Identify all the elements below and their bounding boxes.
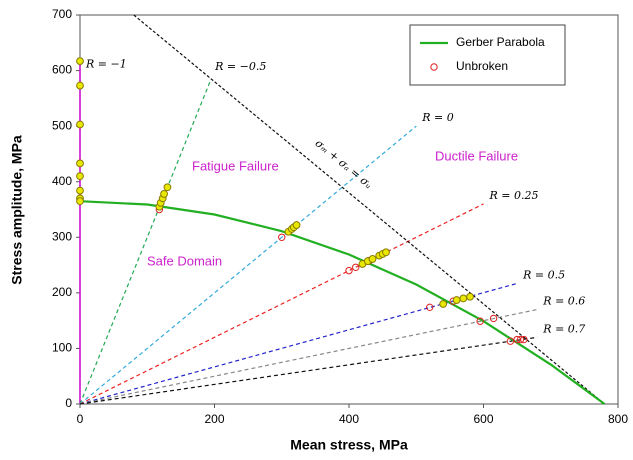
broken-point — [76, 81, 84, 90]
r-ratio-label: R = −0.5 — [214, 60, 266, 73]
r-ratio-label: R = 0.7 — [542, 322, 585, 335]
unbroken-point — [506, 337, 515, 345]
x-tick-label: 800 — [608, 412, 628, 426]
broken-point — [368, 255, 377, 263]
r-ratio-line — [79, 308, 538, 405]
broken-point — [459, 294, 468, 303]
broken-point — [76, 57, 84, 66]
y-tick-label: 400 — [52, 174, 72, 188]
broken-point — [439, 300, 448, 308]
unbroken-point — [476, 317, 484, 325]
y-tick-label: 300 — [52, 229, 72, 243]
region-label: Fatigue Failure — [192, 158, 279, 173]
r-ratio-label: R = 0 — [421, 111, 454, 124]
unbroken-point — [345, 266, 353, 275]
r-ratio-label: R = 0.5 — [522, 268, 565, 281]
broken-point — [292, 221, 301, 229]
unbroken-point — [489, 314, 498, 323]
r-ratio-label: R = 0.25 — [489, 189, 539, 202]
r-ratio-line — [79, 203, 484, 405]
goodman-line — [133, 14, 605, 405]
y-tick-label: 600 — [52, 63, 72, 77]
broken-point — [452, 296, 461, 304]
legend-box — [409, 24, 566, 86]
x-tick-label: 400 — [339, 412, 359, 426]
region-label: Ductile Failure — [435, 148, 518, 163]
unbroken-point — [520, 335, 528, 344]
legend-swatch — [430, 63, 438, 71]
unbroken-point — [426, 303, 434, 312]
broken-point — [160, 190, 168, 198]
broken-point — [76, 120, 84, 129]
unbroken-point — [278, 233, 286, 241]
broken-point — [76, 197, 84, 206]
x-tick-label: 0 — [77, 412, 84, 426]
y-tick-label: 0 — [65, 396, 72, 410]
y-tick-label: 500 — [52, 118, 72, 132]
x-axis-label: Mean stress, MPa — [290, 437, 408, 453]
broken-point — [76, 172, 84, 181]
x-tick-label: 200 — [204, 412, 224, 426]
legend-label: Gerber Parabola — [456, 35, 545, 49]
y-tick-label: 100 — [52, 341, 72, 355]
unbroken-point — [352, 263, 360, 271]
y-tick-label: 200 — [52, 285, 72, 299]
y-axis-label: Stress amplitude, MPa — [9, 135, 25, 285]
broken-point — [382, 248, 390, 257]
region-label: Safe Domain — [147, 253, 222, 268]
r-ratio-line — [79, 336, 538, 405]
r-ratio-line — [79, 125, 417, 405]
legend-label: Unbroken — [456, 59, 508, 73]
r-ratio-label: R = −1 — [85, 57, 127, 70]
broken-point — [76, 159, 84, 168]
r-ratio-label: R = 0.6 — [542, 295, 585, 308]
broken-point — [466, 292, 474, 301]
broken-point — [163, 183, 172, 192]
r-ratio-line — [79, 78, 212, 405]
gerber-curve — [79, 200, 606, 405]
broken-point — [76, 186, 84, 195]
x-tick-label: 600 — [473, 412, 493, 426]
y-tick-label: 700 — [52, 7, 72, 21]
goodman-label: σₘ + σₐ = σᵤ — [313, 137, 375, 192]
unbroken-point — [516, 335, 525, 344]
r-ratio-line — [79, 282, 518, 405]
